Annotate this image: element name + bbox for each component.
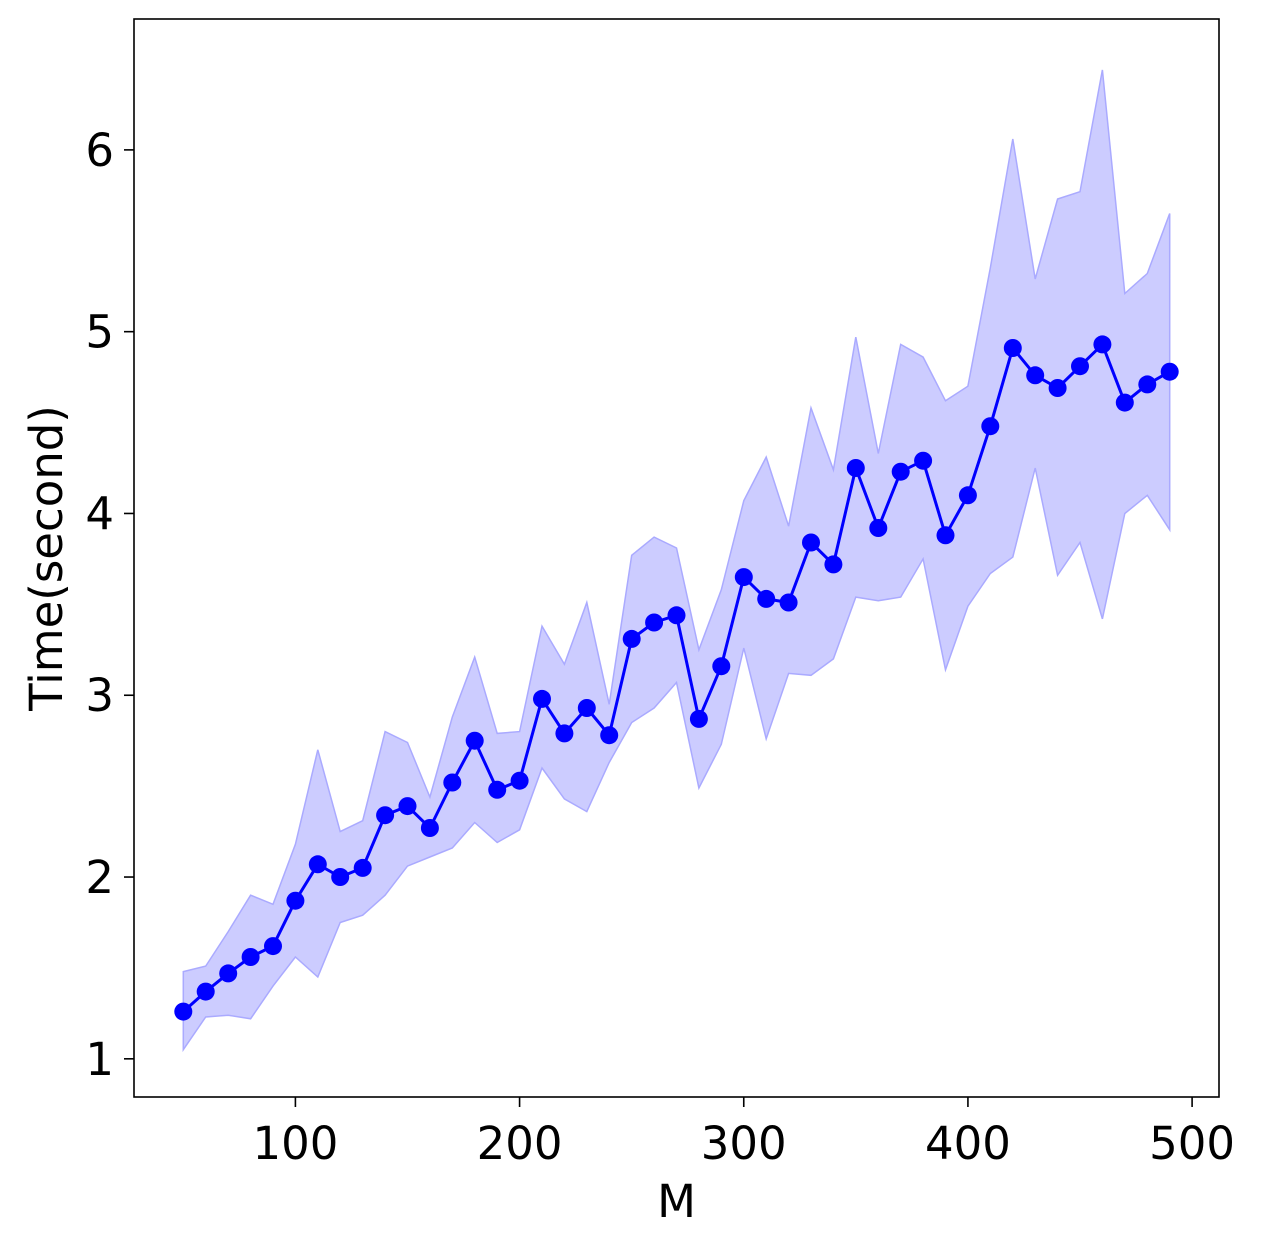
- data-point: [1026, 366, 1045, 385]
- data-point: [1138, 375, 1157, 394]
- x-axis-ticks: 100 200 300 400 500: [252, 1097, 1235, 1170]
- confidence-band-layer: [182, 69, 1171, 1053]
- data-point: [219, 964, 238, 983]
- data-point: [376, 806, 395, 825]
- data-point: [510, 771, 529, 790]
- data-point: [981, 417, 1000, 436]
- data-point: [174, 1002, 193, 1021]
- data-point: [1115, 393, 1134, 412]
- data-point: [1048, 379, 1067, 397]
- data-point: [241, 948, 260, 966]
- data-point: [286, 891, 305, 910]
- data-point: [577, 699, 596, 717]
- y-tick-label: 2: [85, 851, 114, 904]
- data-point: [420, 819, 439, 837]
- y-tick-label: 4: [85, 487, 114, 540]
- y-axis-label: Time(second): [20, 405, 73, 712]
- data-point: [1093, 335, 1112, 354]
- x-tick-label: 200: [477, 1117, 563, 1170]
- data-point: [353, 858, 372, 877]
- data-point: [196, 982, 215, 1001]
- x-axis-label: M: [657, 1175, 696, 1228]
- data-point: [600, 726, 619, 745]
- data-point: [734, 568, 753, 587]
- data-point: [331, 868, 350, 886]
- data-point: [398, 797, 417, 816]
- data-point: [914, 451, 933, 470]
- data-point: [757, 589, 776, 608]
- data-point: [869, 519, 888, 537]
- confidence-band: [182, 69, 1171, 1053]
- data-point: [533, 689, 551, 708]
- data-point: [936, 526, 955, 545]
- data-point: [645, 613, 664, 632]
- y-tick-label: 1: [85, 1033, 114, 1086]
- plot-frame: [133, 18, 1220, 1098]
- data-point: [1071, 357, 1089, 376]
- data-point: [689, 709, 708, 728]
- data-point: [779, 593, 798, 612]
- data-point: [488, 780, 507, 799]
- x-tick-label: 500: [1149, 1117, 1235, 1170]
- y-tick-label: 5: [85, 306, 114, 359]
- data-point: [824, 555, 843, 574]
- data-point: [802, 533, 820, 552]
- data-point: [465, 731, 484, 750]
- data-point: [1160, 362, 1179, 381]
- x-tick-label: 100: [252, 1117, 338, 1170]
- data-point: [264, 937, 282, 956]
- series-markers-layer: [174, 335, 1179, 1021]
- data-point: [622, 629, 641, 648]
- data-point: [308, 855, 327, 874]
- data-point: [846, 459, 865, 477]
- data-point: [1003, 339, 1022, 357]
- y-tick-label: 3: [85, 669, 114, 722]
- data-point: [443, 773, 462, 792]
- data-point: [712, 657, 731, 676]
- x-tick-label: 400: [925, 1117, 1011, 1170]
- data-point: [891, 462, 910, 481]
- y-axis-ticks: 1 2 3 4 5 6: [85, 124, 134, 1086]
- y-tick-label: 6: [85, 124, 114, 177]
- x-tick-label: 300: [701, 1117, 787, 1170]
- data-point: [958, 486, 977, 505]
- data-point: [555, 724, 574, 743]
- data-point: [667, 606, 686, 625]
